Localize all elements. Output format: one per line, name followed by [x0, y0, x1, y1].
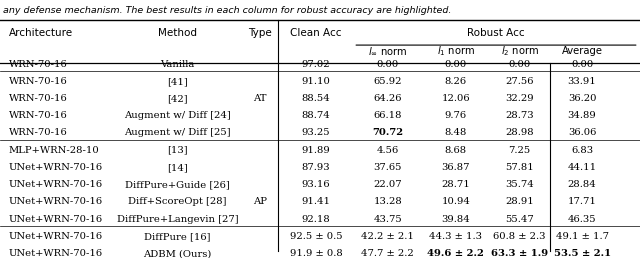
Text: [13]: [13] [167, 146, 188, 155]
Text: UNet+WRN-70-16: UNet+WRN-70-16 [9, 215, 103, 224]
Text: DiffPure+Guide [26]: DiffPure+Guide [26] [125, 180, 230, 189]
Text: AT: AT [253, 94, 267, 103]
Text: any defense mechanism. The best results in each column for robust accuracy are h: any defense mechanism. The best results … [3, 6, 452, 15]
Text: 9.76: 9.76 [445, 111, 467, 120]
Text: 91.9 ± 0.8: 91.9 ± 0.8 [290, 249, 342, 258]
Text: Architecture: Architecture [9, 28, 73, 38]
Text: -: - [259, 60, 262, 69]
Text: 0.00: 0.00 [571, 60, 593, 69]
Text: Diff+ScoreOpt [28]: Diff+ScoreOpt [28] [129, 197, 227, 206]
Text: WRN-70-16: WRN-70-16 [9, 77, 68, 86]
Text: Augment w/ Diff [24]: Augment w/ Diff [24] [124, 111, 231, 120]
Text: WRN-70-16: WRN-70-16 [9, 60, 68, 69]
Text: 46.35: 46.35 [568, 215, 596, 224]
Text: 43.75: 43.75 [374, 215, 402, 224]
Text: Method: Method [158, 28, 197, 38]
Text: [41]: [41] [167, 77, 188, 86]
Text: WRN-70-16: WRN-70-16 [9, 128, 68, 138]
Text: Robust Acc: Robust Acc [467, 28, 525, 38]
Text: 55.47: 55.47 [506, 215, 534, 224]
Text: [42]: [42] [167, 94, 188, 103]
Text: 28.91: 28.91 [506, 197, 534, 206]
Text: 8.48: 8.48 [445, 128, 467, 138]
Text: 57.81: 57.81 [506, 163, 534, 172]
Text: 87.93: 87.93 [302, 163, 330, 172]
Text: 91.41: 91.41 [301, 197, 331, 206]
Text: Vanilla: Vanilla [161, 60, 195, 69]
Text: 37.65: 37.65 [374, 163, 402, 172]
Text: WRN-70-16: WRN-70-16 [9, 111, 68, 120]
Text: 34.89: 34.89 [568, 111, 596, 120]
Text: 47.7 ± 2.2: 47.7 ± 2.2 [362, 249, 414, 258]
Text: UNet+WRN-70-16: UNet+WRN-70-16 [9, 180, 103, 189]
Text: 7.25: 7.25 [509, 146, 531, 155]
Text: 66.18: 66.18 [374, 111, 402, 120]
Text: ADBM (Ours): ADBM (Ours) [143, 249, 212, 258]
Text: 8.26: 8.26 [445, 77, 467, 86]
Text: [14]: [14] [167, 163, 188, 172]
Text: 70.72: 70.72 [372, 128, 403, 138]
Text: 97.02: 97.02 [302, 60, 330, 69]
Text: 49.1 ± 1.7: 49.1 ± 1.7 [556, 232, 609, 241]
Text: 44.3 ± 1.3: 44.3 ± 1.3 [429, 232, 482, 241]
Text: DiffPure+Langevin [27]: DiffPure+Langevin [27] [116, 215, 239, 224]
Text: $l_\infty$ norm: $l_\infty$ norm [368, 45, 408, 57]
Text: Augment w/ Diff [25]: Augment w/ Diff [25] [124, 128, 231, 138]
Text: 33.91: 33.91 [568, 77, 596, 86]
Text: 91.89: 91.89 [302, 146, 330, 155]
Text: 28.71: 28.71 [442, 180, 470, 189]
Text: 13.28: 13.28 [374, 197, 402, 206]
Text: 28.73: 28.73 [506, 111, 534, 120]
Text: 4.56: 4.56 [377, 146, 399, 155]
Text: 0.00: 0.00 [445, 60, 467, 69]
Text: MLP+WRN-28-10: MLP+WRN-28-10 [9, 146, 100, 155]
Text: 88.74: 88.74 [302, 111, 330, 120]
Text: 88.54: 88.54 [302, 94, 330, 103]
Text: 12.06: 12.06 [442, 94, 470, 103]
Text: 32.29: 32.29 [506, 94, 534, 103]
Text: 27.56: 27.56 [506, 77, 534, 86]
Text: 35.74: 35.74 [506, 180, 534, 189]
Text: 92.18: 92.18 [302, 215, 330, 224]
Text: 8.68: 8.68 [445, 146, 467, 155]
Text: 93.16: 93.16 [302, 180, 330, 189]
Text: 42.2 ± 2.1: 42.2 ± 2.1 [362, 232, 414, 241]
Text: Type: Type [248, 28, 272, 38]
Text: UNet+WRN-70-16: UNet+WRN-70-16 [9, 249, 103, 258]
Text: $l_2$ norm: $l_2$ norm [500, 44, 539, 58]
Text: 22.07: 22.07 [374, 180, 402, 189]
Text: 93.25: 93.25 [302, 128, 330, 138]
Text: Average: Average [561, 46, 603, 56]
Text: WRN-70-16: WRN-70-16 [9, 94, 68, 103]
Text: 0.00: 0.00 [377, 60, 399, 69]
Text: 92.5 ± 0.5: 92.5 ± 0.5 [290, 232, 342, 241]
Text: Clean Acc: Clean Acc [291, 28, 342, 38]
Text: 64.26: 64.26 [374, 94, 402, 103]
Text: 63.3 ± 1.9: 63.3 ± 1.9 [491, 249, 548, 258]
Text: 17.71: 17.71 [568, 197, 596, 206]
Text: 28.98: 28.98 [506, 128, 534, 138]
Text: 0.00: 0.00 [509, 60, 531, 69]
Text: 36.06: 36.06 [568, 128, 596, 138]
Text: 60.8 ± 2.3: 60.8 ± 2.3 [493, 232, 546, 241]
Text: 44.11: 44.11 [568, 163, 596, 172]
Text: 10.94: 10.94 [441, 197, 470, 206]
Text: DiffPure [16]: DiffPure [16] [145, 232, 211, 241]
Text: UNet+WRN-70-16: UNet+WRN-70-16 [9, 232, 103, 241]
Text: 39.84: 39.84 [442, 215, 470, 224]
Text: 36.20: 36.20 [568, 94, 596, 103]
Text: $l_1$ norm: $l_1$ norm [436, 44, 475, 58]
Text: 91.10: 91.10 [301, 77, 331, 86]
Text: 28.84: 28.84 [568, 180, 596, 189]
Text: 36.87: 36.87 [442, 163, 470, 172]
Text: UNet+WRN-70-16: UNet+WRN-70-16 [9, 163, 103, 172]
Text: 49.6 ± 2.2: 49.6 ± 2.2 [428, 249, 484, 258]
Text: UNet+WRN-70-16: UNet+WRN-70-16 [9, 197, 103, 206]
Text: 6.83: 6.83 [571, 146, 593, 155]
Text: AP: AP [253, 197, 267, 206]
Text: 65.92: 65.92 [374, 77, 402, 86]
Text: 53.5 ± 2.1: 53.5 ± 2.1 [554, 249, 611, 258]
